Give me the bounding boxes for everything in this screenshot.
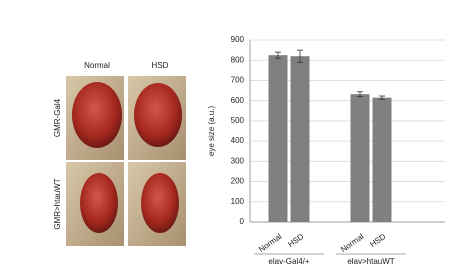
group-label: elav>htauWT [347,257,394,266]
eye [141,173,179,233]
bar [350,94,370,222]
y-axis-label: eye size (a.u.) [207,106,216,157]
column-label: Normal [84,61,110,70]
y-tick-label: 600 [231,96,245,105]
bar [290,56,310,222]
eye [134,83,182,147]
y-tick-label: 800 [231,55,245,64]
bar [372,97,392,222]
row-label: GMR>htauWT [53,178,62,229]
y-tick-label: 500 [231,116,245,125]
eye [80,173,118,233]
bar [268,55,288,222]
y-tick-label: 200 [231,177,245,186]
x-tick-label: Normal [257,232,283,254]
x-tick-label: HSD [368,232,387,249]
x-tick-label: Normal [339,232,365,254]
group-label: elav-Gal4/+ [268,257,309,266]
eye [72,82,122,148]
column-label: HSD [152,61,169,70]
row-label: GMR-Gal4 [53,98,62,137]
y-tick-label: 100 [231,197,245,206]
y-tick-label: 900 [231,35,245,44]
y-tick-label: 400 [231,136,245,145]
y-tick-label: 300 [231,156,245,165]
eye-images [66,76,186,246]
y-tick-label: 0 [240,217,245,226]
y-tick-label: 700 [231,76,245,85]
x-tick-label: HSD [286,232,305,249]
